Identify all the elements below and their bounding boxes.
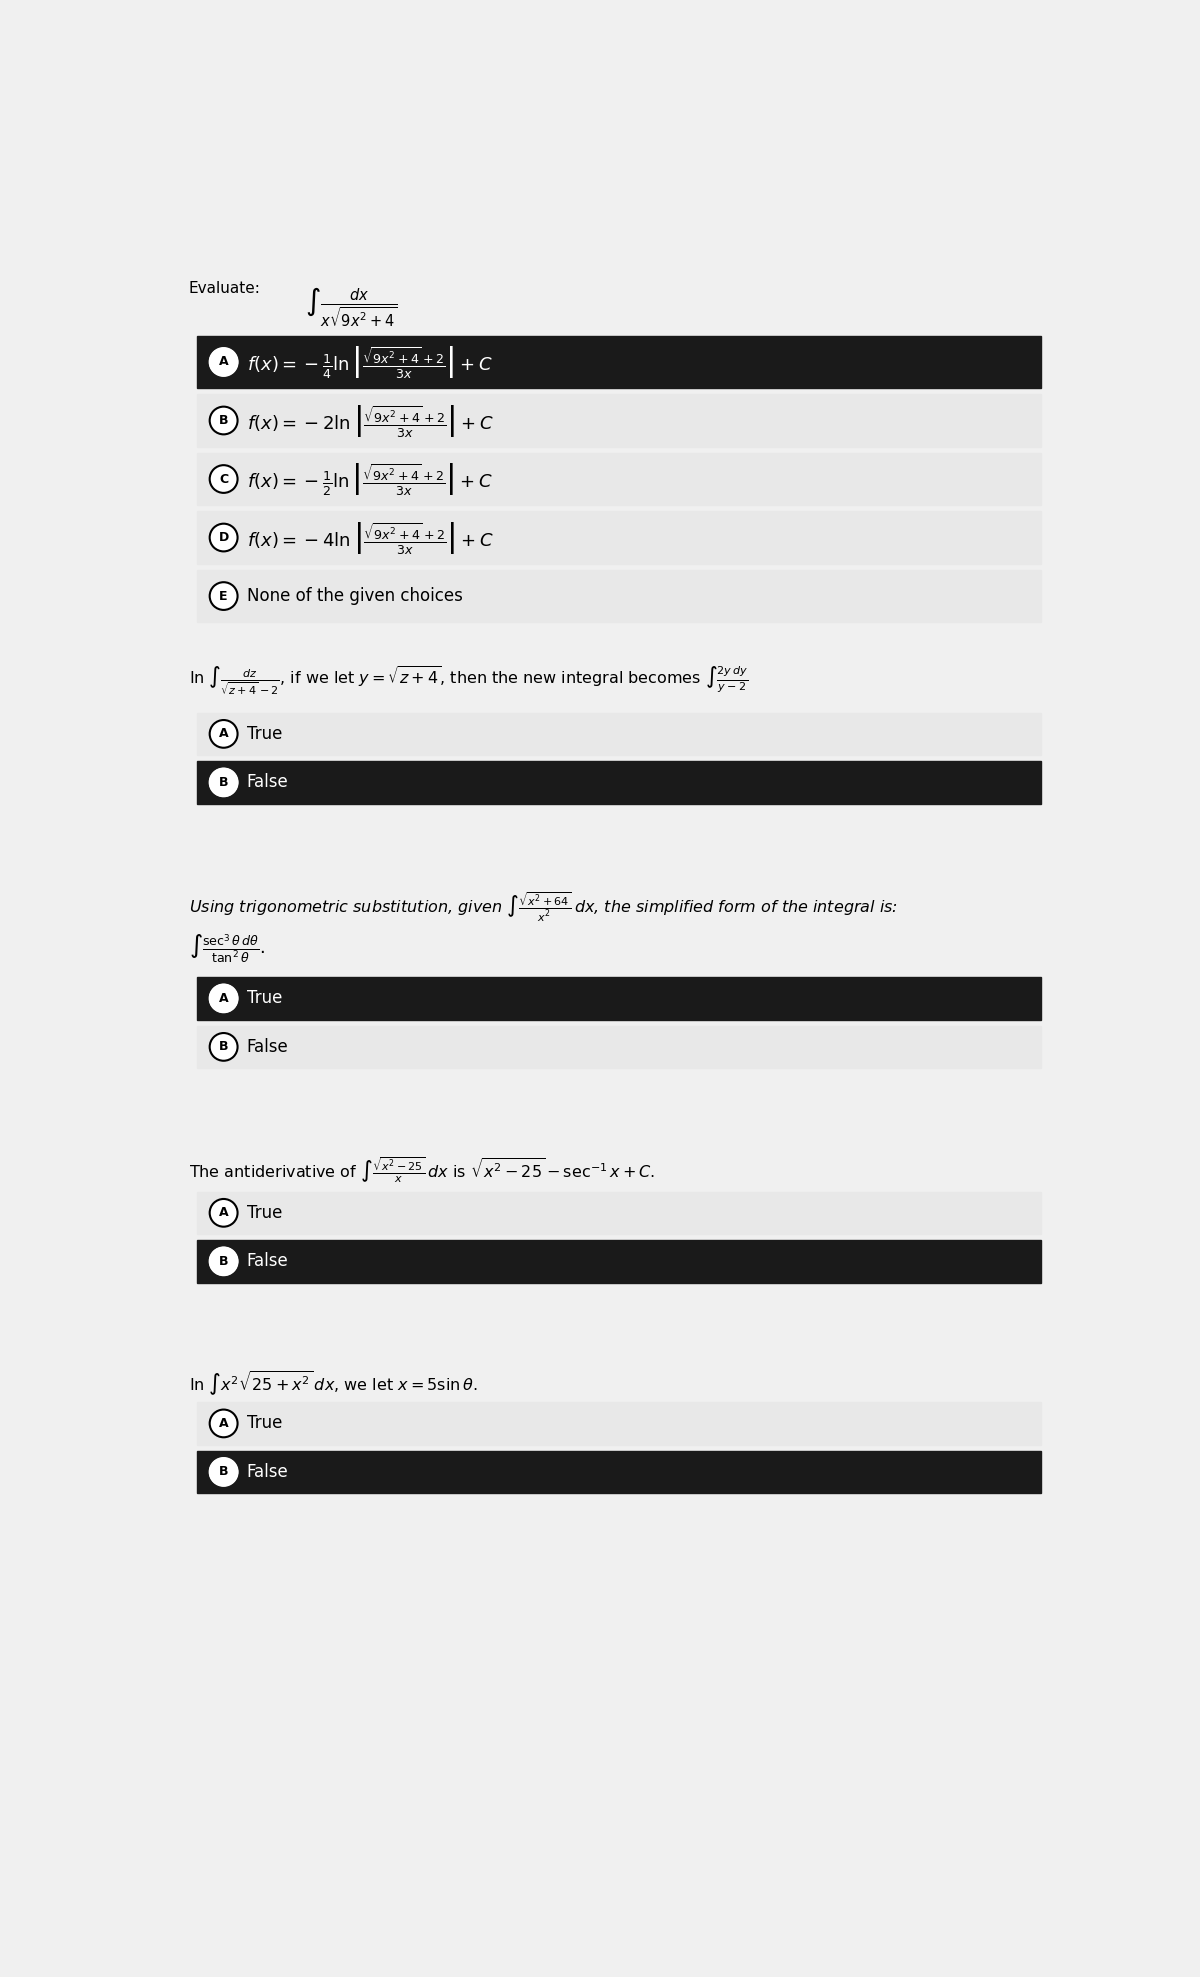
Text: A: A <box>218 356 228 368</box>
Circle shape <box>210 465 238 492</box>
Text: C: C <box>220 473 228 486</box>
Circle shape <box>210 769 238 797</box>
Circle shape <box>210 1410 238 1437</box>
Circle shape <box>210 348 238 376</box>
FancyBboxPatch shape <box>197 1451 1042 1493</box>
Text: A: A <box>218 992 228 1004</box>
Text: B: B <box>218 1040 228 1054</box>
Text: A: A <box>218 728 228 741</box>
Text: B: B <box>218 775 228 789</box>
Circle shape <box>210 524 238 552</box>
Circle shape <box>210 407 238 435</box>
Circle shape <box>210 1034 238 1062</box>
Circle shape <box>210 985 238 1012</box>
Text: B: B <box>218 413 228 427</box>
Text: The antiderivative of $\int \frac{\sqrt{x^2-25}}{x}\,dx$ is $\sqrt{x^2-25} - \se: The antiderivative of $\int \frac{\sqrt{… <box>188 1155 655 1184</box>
FancyBboxPatch shape <box>197 569 1042 623</box>
FancyBboxPatch shape <box>197 1026 1042 1068</box>
Text: In $\int \frac{dz}{\sqrt{z+4}-2}$, if we let $y = \sqrt{z+4}$, then the new inte: In $\int \frac{dz}{\sqrt{z+4}-2}$, if we… <box>188 664 748 698</box>
FancyBboxPatch shape <box>197 977 1042 1020</box>
FancyBboxPatch shape <box>197 1192 1042 1234</box>
FancyBboxPatch shape <box>197 393 1042 447</box>
Text: Evaluate:: Evaluate: <box>188 281 260 297</box>
FancyBboxPatch shape <box>197 714 1042 755</box>
FancyBboxPatch shape <box>197 453 1042 506</box>
Text: True: True <box>247 1204 282 1222</box>
Text: False: False <box>247 1463 289 1481</box>
Circle shape <box>210 720 238 747</box>
FancyBboxPatch shape <box>197 336 1042 387</box>
Text: $f(x) = -4\ln\left|\frac{\sqrt{9x^2+4}+2}{3x}\right| + C$: $f(x) = -4\ln\left|\frac{\sqrt{9x^2+4}+2… <box>247 520 493 556</box>
Text: True: True <box>247 1414 282 1433</box>
Text: False: False <box>247 773 289 791</box>
Text: $\int \frac{\sec^3\theta\,d\theta}{\tan^2\theta}$.: $\int \frac{\sec^3\theta\,d\theta}{\tan^… <box>188 933 265 967</box>
Text: None of the given choices: None of the given choices <box>247 587 463 605</box>
Text: In $\int x^2\sqrt{25+x^2}\,dx$, we let $x = 5\sin\theta$.: In $\int x^2\sqrt{25+x^2}\,dx$, we let $… <box>188 1370 478 1398</box>
Text: A: A <box>218 1418 228 1429</box>
FancyBboxPatch shape <box>197 1402 1042 1445</box>
Text: False: False <box>247 1038 289 1056</box>
Text: $f(x) = -\frac{1}{4}\ln\left|\frac{\sqrt{9x^2+4}+2}{3x}\right| + C$: $f(x) = -\frac{1}{4}\ln\left|\frac{\sqrt… <box>247 344 492 380</box>
Circle shape <box>210 581 238 611</box>
Text: E: E <box>220 589 228 603</box>
Text: $f(x) = -\frac{1}{2}\ln\left|\frac{\sqrt{9x^2+4}+2}{3x}\right| + C$: $f(x) = -\frac{1}{2}\ln\left|\frac{\sqrt… <box>247 461 492 496</box>
FancyBboxPatch shape <box>197 761 1042 803</box>
Circle shape <box>210 1247 238 1275</box>
Text: D: D <box>218 532 229 544</box>
Text: Using trigonometric substitution, given $\int \frac{\sqrt{x^2+64}}{x^2}\,dx$, th: Using trigonometric substitution, given … <box>188 890 898 923</box>
Text: A: A <box>218 1206 228 1220</box>
FancyBboxPatch shape <box>197 1240 1042 1283</box>
Text: False: False <box>247 1251 289 1271</box>
Text: B: B <box>218 1255 228 1267</box>
Text: True: True <box>247 726 282 743</box>
Text: B: B <box>218 1465 228 1479</box>
Text: $\int \frac{dx}{x\sqrt{9x^2+4}}$: $\int \frac{dx}{x\sqrt{9x^2+4}}$ <box>305 285 397 328</box>
Circle shape <box>210 1459 238 1487</box>
Text: $f(x) = -2\ln\left|\frac{\sqrt{9x^2+4}+2}{3x}\right| + C$: $f(x) = -2\ln\left|\frac{\sqrt{9x^2+4}+2… <box>247 403 493 439</box>
Circle shape <box>210 1198 238 1226</box>
Text: True: True <box>247 988 282 1008</box>
FancyBboxPatch shape <box>197 512 1042 563</box>
